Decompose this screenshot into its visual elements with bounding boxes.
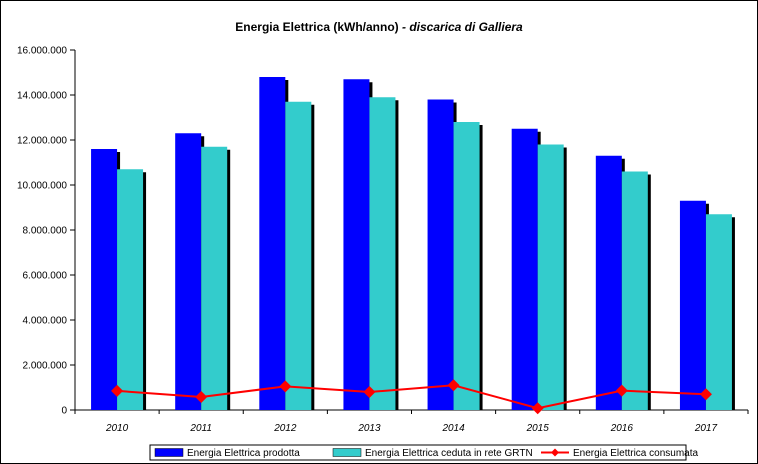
legend: Energia Elettrica prodotta Energia Elettr… xyxy=(149,444,699,461)
legend-swatch-bar xyxy=(332,448,362,457)
line-series-path xyxy=(116,384,706,410)
x-tick-label: 2014 xyxy=(441,423,465,434)
bar-ceduta xyxy=(285,101,312,410)
line-point-marker xyxy=(531,402,544,415)
bar-prodotta xyxy=(259,77,286,410)
line-point-marker xyxy=(195,390,208,403)
x-tick-label: 2011 xyxy=(189,423,212,434)
bar-ceduta xyxy=(705,214,732,410)
legend-label: Energia Elettrica prodotta xyxy=(187,448,300,459)
bar-prodotta xyxy=(91,149,118,410)
y-tick-label: 10.000.000 xyxy=(17,181,67,192)
y-tick-label: 14.000.000 xyxy=(17,91,67,102)
bar-prodotta xyxy=(679,200,706,410)
y-tick-label: 6.000.000 xyxy=(23,271,68,282)
y-tick-label: 4.000.000 xyxy=(23,316,68,327)
y-tick-label: 16.000.000 xyxy=(17,46,67,57)
bar-prodotta xyxy=(343,79,370,410)
x-tick-label: 2013 xyxy=(357,423,381,434)
line-point-marker xyxy=(699,388,712,401)
bar-ceduta xyxy=(453,122,480,410)
bar-ceduta xyxy=(537,144,564,410)
legend-box xyxy=(149,444,687,461)
x-tick-label: 2016 xyxy=(610,423,634,434)
bars xyxy=(91,77,735,410)
legend-swatch-marker xyxy=(551,448,559,457)
bar-ceduta xyxy=(201,146,228,410)
x-tick-label: 2010 xyxy=(105,423,129,434)
y-tick-label: 0 xyxy=(61,406,67,417)
legend-label: Energia Elettrica consumata xyxy=(573,448,699,459)
consumption-line xyxy=(111,379,712,415)
chart-subtitle: - discarica di Galliera xyxy=(401,20,523,34)
y-tick-label: 8.000.000 xyxy=(23,226,68,237)
chart-title: Energia Elettrica (kWh/anno) - discarica… xyxy=(0,20,758,34)
bar-prodotta xyxy=(427,99,454,410)
bar-prodotta xyxy=(175,133,202,410)
line-point-marker xyxy=(279,380,292,393)
line-point-marker xyxy=(363,386,376,398)
line-point-marker xyxy=(615,384,628,397)
line-point-marker xyxy=(447,379,460,392)
y-tick-label: 2.000.000 xyxy=(23,361,68,372)
bar-ceduta xyxy=(117,169,144,410)
bar-ceduta xyxy=(369,97,396,410)
line-point-marker xyxy=(111,384,124,397)
y-tick-label: 12.000.000 xyxy=(17,136,67,147)
x-tick-label: 2012 xyxy=(273,423,297,434)
legend-swatch-bar xyxy=(154,448,184,457)
x-tick-label: 2017 xyxy=(694,423,718,434)
chart-title-main: Energia Elettrica (kWh/anno) xyxy=(235,20,399,34)
y-axis: 0 2.000.000 4.000.000 6.000.000 8.000.000 10.… xyxy=(17,46,76,417)
x-axis: 2010 2011 2012 2013 2014 2015 2016 2017 xyxy=(74,409,749,434)
bar-prodotta xyxy=(511,128,538,410)
bar-ceduta xyxy=(621,171,648,410)
bar-prodotta xyxy=(595,155,622,410)
legend-label: Energia Elettrica ceduta in rete GRTN xyxy=(365,448,533,459)
x-tick-label: 2015 xyxy=(526,423,550,434)
